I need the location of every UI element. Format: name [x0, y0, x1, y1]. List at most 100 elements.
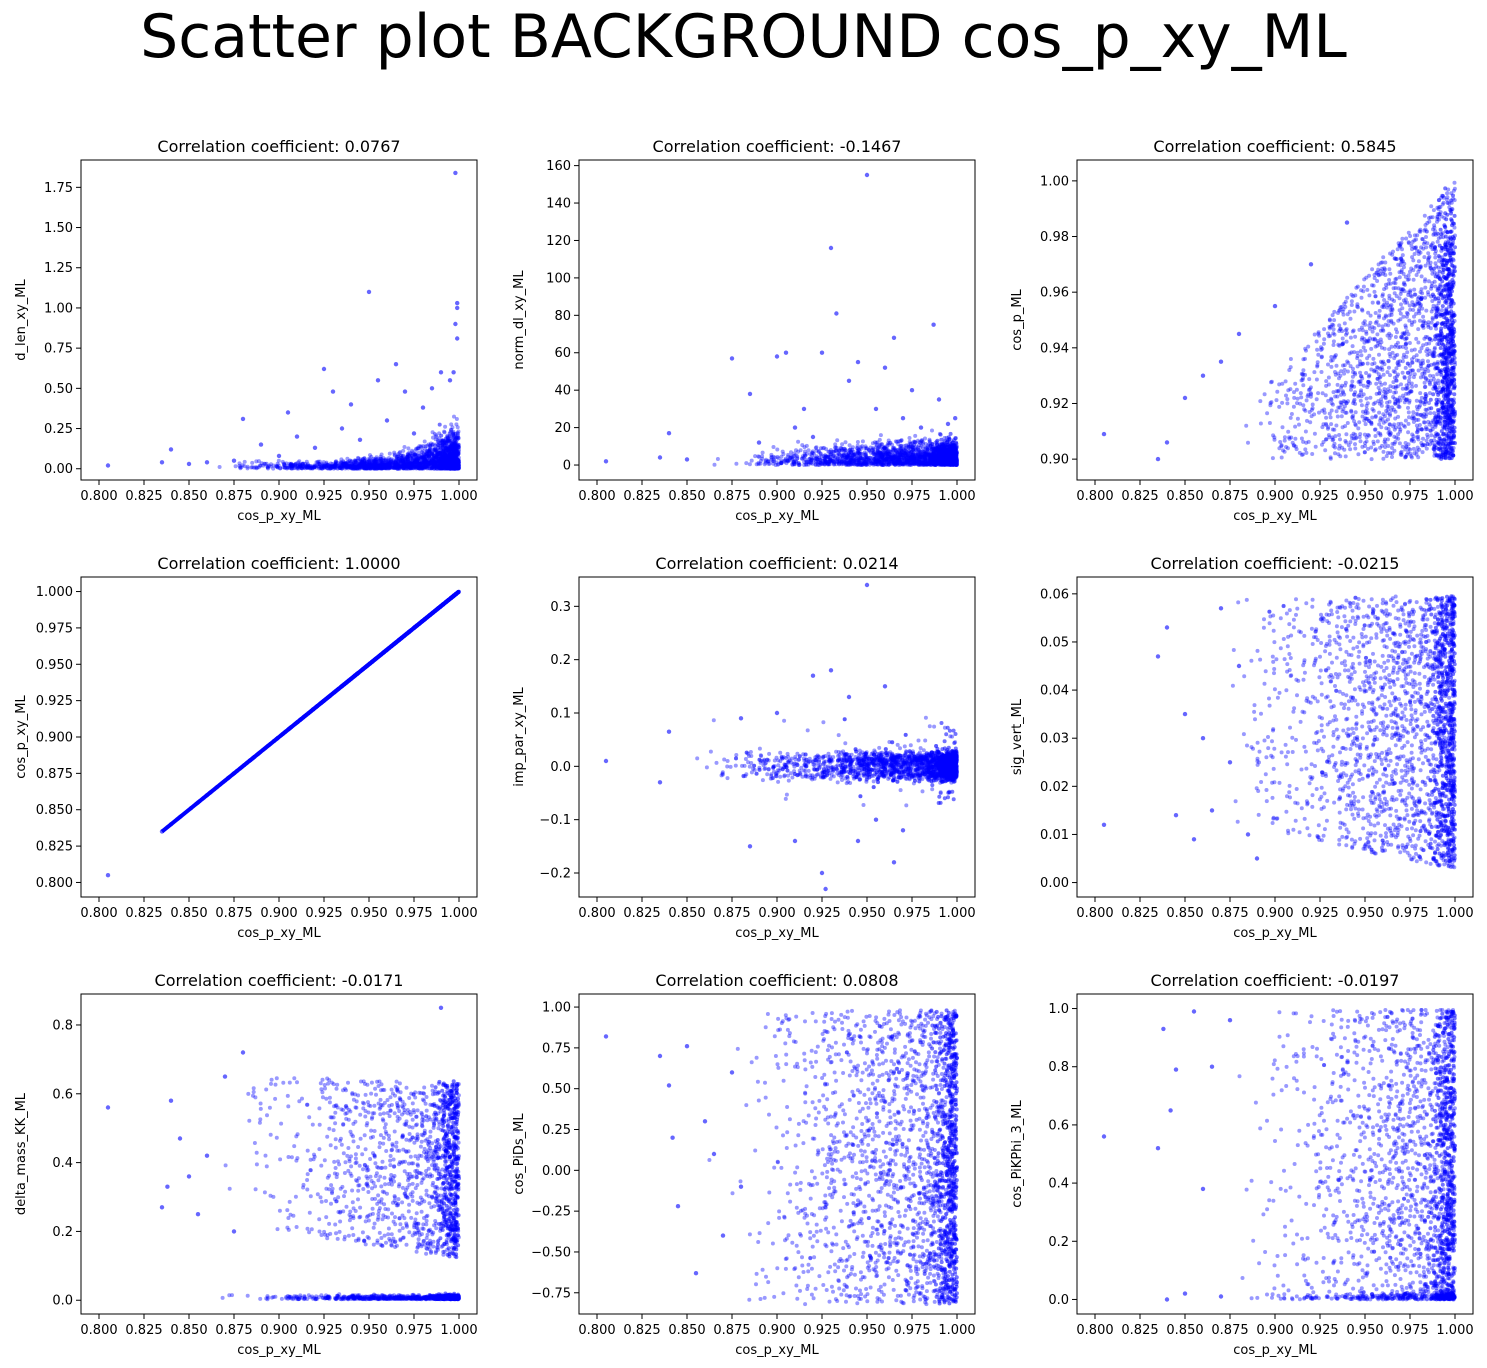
data-point [406, 456, 411, 461]
data-point [389, 461, 394, 466]
data-point [339, 457, 344, 462]
data-point [415, 446, 420, 451]
data-point [419, 460, 424, 465]
data-point [376, 465, 381, 470]
data-point [390, 465, 395, 470]
data-point [398, 453, 403, 458]
data-point [422, 459, 427, 464]
data-point [1281, 448, 1285, 453]
data-point [282, 463, 287, 467]
data-point [450, 463, 455, 468]
data-point [400, 459, 405, 464]
data-point [414, 446, 419, 451]
data-point [424, 453, 428, 457]
data-point [1387, 278, 1392, 282]
data-point [421, 451, 426, 456]
data-point [864, 460, 869, 465]
data-point [1374, 381, 1379, 386]
data-point [367, 460, 372, 465]
data-point [293, 462, 298, 467]
data-point [403, 464, 407, 469]
data-point [449, 448, 454, 453]
data-point [351, 461, 355, 466]
data-point [451, 370, 456, 375]
data-point [292, 465, 297, 470]
data-point [908, 456, 913, 461]
data-point [420, 466, 424, 471]
x-tick-label: 0.825 [623, 489, 660, 504]
subplot-title: Correlation coefficient: -0.1467 [653, 137, 902, 156]
data-point [835, 438, 840, 443]
data-point [378, 456, 383, 461]
data-point [355, 466, 360, 471]
data-point [413, 458, 418, 462]
point-cloud [712, 428, 959, 467]
axes-frame [80, 159, 478, 481]
data-point [860, 439, 865, 444]
data-point [338, 464, 343, 469]
data-point [406, 453, 411, 458]
data-point [321, 463, 326, 468]
data-point [349, 459, 354, 464]
data-point [404, 461, 409, 466]
data-point [449, 441, 454, 445]
data-point [1331, 339, 1336, 344]
data-point [372, 458, 376, 463]
data-point [384, 463, 389, 468]
data-point [428, 444, 433, 449]
data-point [945, 421, 951, 427]
data-point [289, 462, 294, 467]
data-point [453, 170, 458, 176]
data-point [1403, 365, 1408, 370]
data-point [1358, 439, 1363, 444]
data-point [913, 433, 918, 438]
x-tick-label: 0.850 [170, 489, 207, 504]
data-point [351, 465, 356, 470]
data-point [369, 454, 374, 459]
data-point [331, 464, 336, 469]
data-point [948, 431, 953, 436]
data-point [408, 451, 413, 456]
data-point [397, 451, 402, 455]
data-point [362, 461, 367, 466]
data-point [1370, 415, 1375, 420]
data-point [411, 465, 416, 470]
data-point [368, 461, 373, 466]
data-point [899, 438, 904, 443]
data-point [386, 465, 391, 469]
data-point [423, 460, 428, 465]
data-point [1394, 327, 1398, 332]
data-point [423, 462, 428, 467]
data-point [306, 465, 311, 470]
data-point [402, 460, 407, 465]
data-point [330, 465, 335, 470]
data-point [1386, 365, 1391, 370]
data-point [391, 465, 396, 470]
data-point [256, 459, 261, 464]
data-point [383, 464, 388, 469]
data-point [375, 464, 380, 469]
y-axis-label: norm_dl_xy_ML [512, 270, 527, 370]
data-point [1393, 440, 1398, 444]
y-tick-label: 0.00 [44, 462, 73, 477]
data-point [436, 439, 441, 444]
data-point [421, 444, 426, 449]
data-point [413, 452, 418, 457]
data-point [1314, 339, 1319, 344]
data-point [931, 462, 936, 466]
data-point [360, 460, 365, 464]
data-point [334, 459, 339, 464]
data-point [847, 443, 852, 448]
data-point [242, 464, 247, 469]
data-point [355, 465, 360, 470]
data-point [385, 461, 390, 466]
data-point [821, 454, 826, 458]
data-point [354, 466, 359, 471]
data-point [1392, 434, 1397, 439]
data-point [405, 457, 410, 462]
x-tick-label: 0.950 [848, 489, 885, 504]
data-point [310, 465, 315, 470]
data-point [429, 386, 435, 391]
